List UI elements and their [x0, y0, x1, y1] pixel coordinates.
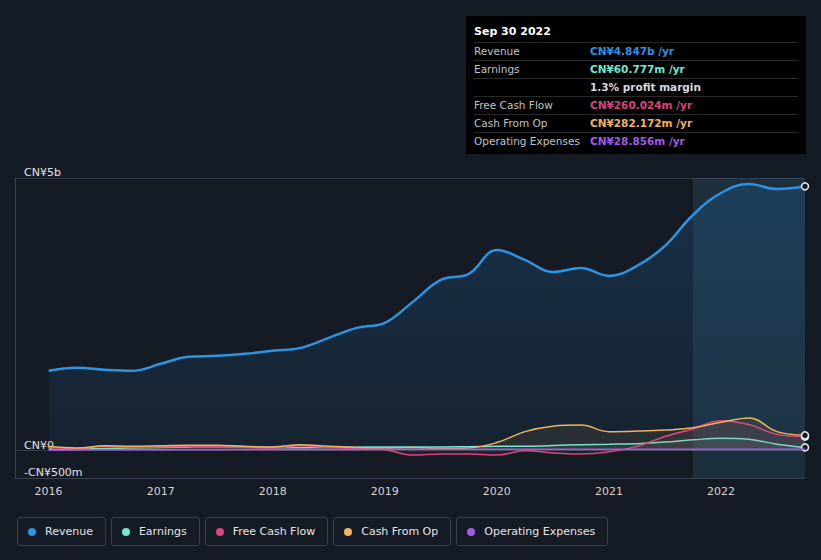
- svg-text:CN¥5b: CN¥5b: [24, 166, 61, 179]
- svg-text:2016: 2016: [35, 485, 63, 498]
- html-text:Revenue: Revenue: [474, 45, 520, 57]
- html-text:Cash From Op: Cash From Op: [361, 525, 439, 538]
- html-text:CN¥28.856m /yr: CN¥28.856m /yr: [590, 135, 685, 147]
- html-text:CN¥60.777m /yr: CN¥60.777m /yr: [590, 63, 685, 75]
- html-text:Earnings: Earnings: [474, 63, 520, 75]
- html-text:Cash From Op: Cash From Op: [474, 117, 548, 129]
- html-text:Revenue: Revenue: [45, 525, 93, 538]
- html-text:CN¥260.024m /yr: CN¥260.024m /yr: [590, 99, 693, 111]
- html-text:CN¥282.172m /yr: CN¥282.172m /yr: [590, 117, 693, 129]
- html-text:Earnings: Earnings: [138, 525, 187, 538]
- svg-text:2022: 2022: [707, 485, 735, 498]
- html-text:Free Cash Flow: Free Cash Flow: [232, 525, 316, 538]
- html-text:1.3% profit margin: 1.3% profit margin: [590, 81, 701, 93]
- svg-text:2019: 2019: [371, 485, 399, 498]
- svg-text:2021: 2021: [595, 485, 623, 498]
- svg-text:CN¥0: CN¥0: [24, 438, 54, 452]
- html-text:Free Cash Flow: Free Cash Flow: [474, 99, 553, 111]
- html-text:CN¥4.847b /yr: CN¥4.847b /yr: [590, 45, 674, 57]
- html-text:Operating Expenses: Operating Expenses: [484, 525, 596, 538]
- svg-text:-CN¥500m: -CN¥500m: [24, 466, 83, 479]
- html-text:Sep 30 2022: Sep 30 2022: [474, 25, 551, 38]
- svg-text:2017: 2017: [147, 485, 175, 498]
- svg-text:2018: 2018: [259, 485, 287, 498]
- html-text:Operating Expenses: Operating Expenses: [474, 135, 580, 147]
- svg-text:2020: 2020: [483, 485, 511, 498]
